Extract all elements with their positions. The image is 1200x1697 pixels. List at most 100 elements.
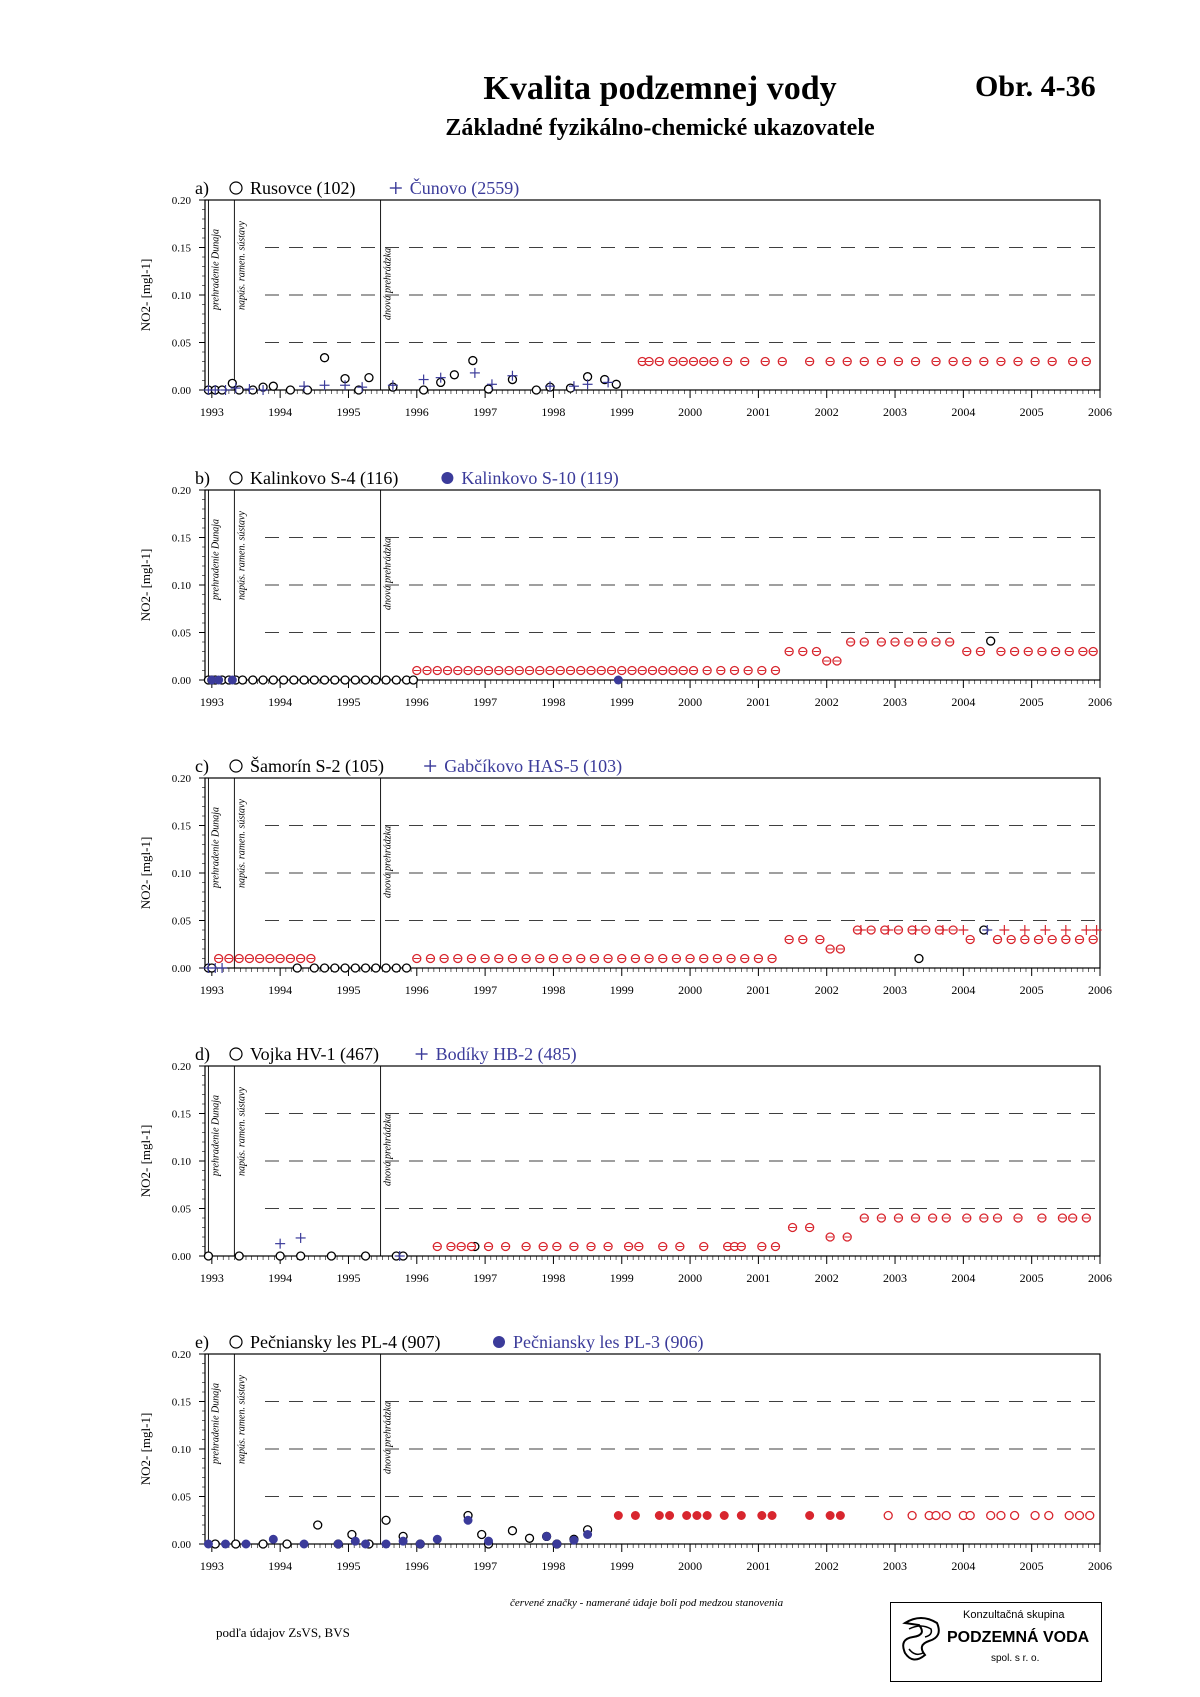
y-tick-label: 0.20	[172, 1349, 192, 1361]
data-point	[910, 1213, 921, 1223]
x-tick-label: 1993	[200, 695, 224, 709]
data-point	[494, 665, 504, 676]
x-tick-label: 2002	[815, 695, 839, 709]
data-point	[832, 656, 842, 666]
x-tick-label: 1994	[268, 1271, 292, 1285]
x-tick-label: 1995	[336, 1271, 360, 1285]
data-point	[435, 372, 446, 383]
x-tick-label: 1996	[405, 1271, 429, 1285]
data-point	[627, 665, 637, 676]
data-point	[958, 925, 969, 935]
legend-label: Bodíky HB-2 (485)	[436, 1044, 577, 1065]
data-point	[203, 1251, 214, 1261]
data-point	[726, 953, 736, 964]
data-point	[340, 675, 350, 685]
data-point	[962, 1213, 972, 1223]
logo-top-text: Konzultačná skupina	[963, 1609, 1065, 1621]
data-point	[760, 356, 770, 367]
data-point	[904, 637, 914, 647]
data-point	[241, 1539, 251, 1549]
data-point	[569, 1241, 579, 1252]
data-point	[702, 665, 712, 676]
x-tick-label: 1995	[336, 1559, 360, 1573]
data-point	[295, 1232, 306, 1243]
y-tick-label: 0.10	[172, 580, 192, 592]
data-point	[1037, 1213, 1047, 1223]
data-point	[463, 1515, 473, 1525]
data-point	[309, 675, 319, 685]
data-point	[965, 934, 975, 945]
data-point	[927, 1213, 938, 1223]
data-point	[996, 356, 1006, 367]
data-point	[258, 675, 268, 685]
data-point	[1044, 1510, 1054, 1521]
event-label: dnová prehrádzka	[383, 1114, 394, 1186]
chart-panel-a: 0.00 0.05 0.10 0.15 0.20 1993 1994 1995 1996 1997…	[138, 177, 1112, 419]
data-point	[364, 372, 374, 383]
data-point	[524, 1533, 535, 1543]
data-point	[1088, 934, 1098, 945]
page-subtitle: Základné fyzikálno-chemické ukazovatele	[445, 115, 875, 141]
data-point	[514, 665, 524, 676]
data-point	[1040, 925, 1051, 935]
y-tick-label: 0.00	[172, 675, 192, 687]
x-tick-label: 2006	[1088, 983, 1112, 997]
x-tick-label: 2000	[678, 405, 702, 419]
data-point	[285, 953, 296, 964]
legend-label: Pečniansky les PL-4 (907)	[250, 1332, 440, 1353]
data-point	[292, 963, 302, 973]
data-point	[507, 953, 518, 964]
data-point	[630, 953, 641, 964]
x-tick-label: 2006	[1088, 1271, 1112, 1285]
x-tick-label: 1995	[336, 983, 360, 997]
data-point	[415, 1539, 425, 1549]
data-point	[466, 1241, 477, 1252]
data-point	[340, 963, 350, 973]
legend-label: Gabčíkovo HAS-5 (103)	[444, 756, 622, 777]
x-tick-label: 1996	[405, 1559, 429, 1573]
data-point	[360, 675, 371, 685]
x-tick-label: 2004	[951, 695, 975, 709]
data-point	[282, 1539, 292, 1549]
y-tick-label: 0.10	[172, 290, 192, 302]
data-point	[521, 953, 531, 964]
y-tick-label: 0.10	[172, 1156, 192, 1168]
data-point	[931, 637, 941, 647]
data-point	[398, 1536, 408, 1546]
data-point	[360, 1251, 371, 1261]
data-point	[692, 1511, 702, 1520]
data-point	[992, 1213, 1003, 1223]
data-point	[469, 367, 480, 378]
data-point	[948, 925, 958, 935]
data-point	[255, 953, 265, 964]
data-point	[603, 953, 613, 964]
data-point	[804, 1222, 815, 1233]
x-tick-label: 1996	[405, 695, 429, 709]
legend-label: Čunovo (2559)	[410, 177, 520, 199]
data-point	[1013, 1213, 1023, 1223]
data-point	[220, 385, 231, 395]
logo-main-text: PODZEMNÁ VODA	[947, 1629, 1090, 1646]
data-point	[647, 665, 658, 676]
data-point	[688, 665, 699, 676]
figure-number: Obr. 4-36	[975, 70, 1096, 103]
data-point	[611, 379, 621, 389]
x-tick-label: 1995	[336, 695, 360, 709]
legend-label: Šamorín S-2 (105)	[250, 755, 384, 777]
data-point	[244, 384, 255, 395]
data-point	[613, 675, 623, 685]
data-point	[921, 925, 931, 935]
x-tick-label: 2000	[678, 983, 702, 997]
data-point	[326, 1251, 337, 1261]
legend-marker	[441, 472, 454, 484]
x-tick-label: 1994	[268, 695, 292, 709]
y-tick-label: 0.10	[172, 1444, 192, 1456]
data-point	[330, 963, 340, 973]
panel-letter: b)	[195, 468, 210, 489]
event-label: dnová prehrádzka	[383, 538, 394, 610]
data-point	[548, 953, 559, 964]
data-point	[634, 1241, 644, 1252]
data-point	[319, 963, 330, 973]
data-point	[500, 1241, 511, 1252]
data-point	[391, 675, 401, 685]
